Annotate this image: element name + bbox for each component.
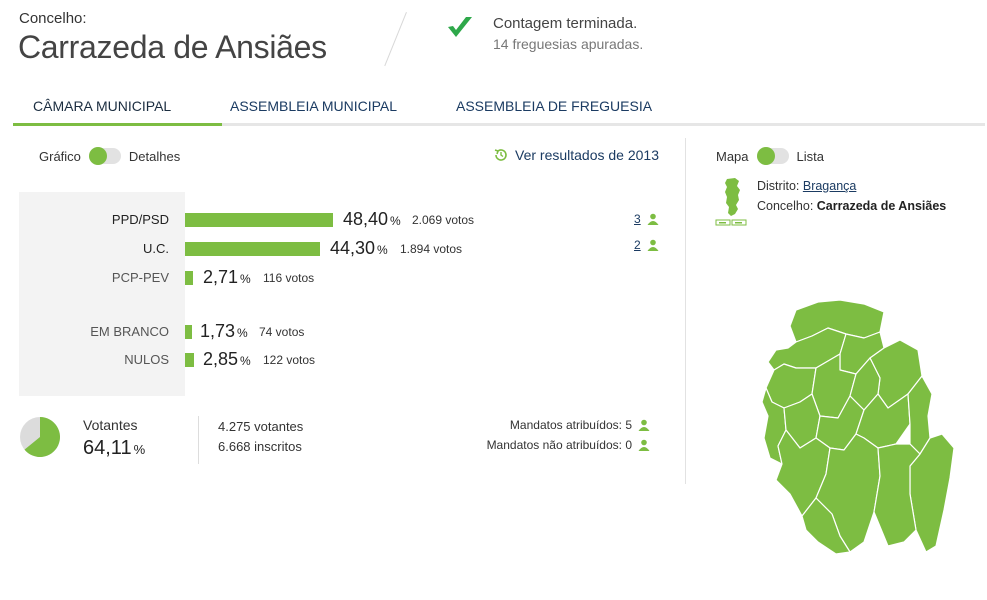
result-bar	[185, 353, 194, 367]
result-percent: 44,30%	[330, 238, 388, 258]
parishes-counted: 14 freguesias apuradas.	[493, 36, 644, 52]
toggle-label-lista: Lista	[796, 148, 824, 164]
seats-assigned: Mandatos atribuídos: 5	[510, 418, 650, 432]
district-line: Distrito: Bragança	[757, 179, 856, 193]
result-percent: 1,73%	[200, 321, 248, 341]
result-bar	[185, 325, 192, 339]
toggle-label-grafico: Gráfico	[39, 148, 81, 164]
turnout-percent: 64,11%	[83, 437, 146, 459]
previous-results-label: Ver resultados de 2013	[515, 147, 659, 163]
person-icon	[638, 419, 650, 431]
count-status: Contagem terminada.	[493, 15, 638, 32]
portugal-map-icon[interactable]	[715, 177, 747, 229]
party-name: PPD/PSD	[111, 212, 169, 227]
side-panel-divider	[685, 138, 686, 484]
municipality-map	[761, 299, 955, 555]
history-icon	[494, 149, 507, 161]
registered-count: 6.668 inscritos	[218, 439, 302, 454]
checkmark-icon	[448, 17, 472, 37]
seats-won[interactable]: 2	[634, 238, 659, 252]
map-list-toggle-row: Mapa Lista	[716, 147, 824, 165]
active-tab-indicator	[13, 123, 222, 126]
tab-camara-municipal[interactable]: CÂMARA MUNICIPAL	[33, 98, 172, 114]
result-votes: 2.069 votos	[412, 213, 475, 227]
map-list-toggle[interactable]	[756, 147, 789, 165]
header-divider	[384, 12, 407, 67]
tab-assembleia-freguesia[interactable]: ASSEMBLEIA DE FREGUESIA	[456, 98, 653, 114]
municipality-line: Concelho: Carrazeda de Ansiães	[757, 199, 946, 213]
chart-details-toggle-row: Gráfico Detalhes	[39, 147, 181, 165]
result-votes: 1.894 votos	[400, 242, 463, 256]
person-icon	[647, 239, 659, 251]
district-link[interactable]: Bragança	[802, 179, 857, 193]
toggle-label-mapa: Mapa	[716, 148, 749, 164]
chart-details-toggle[interactable]	[88, 147, 121, 165]
party-labels-panel	[19, 192, 185, 396]
municipality-name: Carrazeda de Ansiães	[816, 199, 947, 213]
seats-unassigned-label: Mandatos não atribuídos: 0	[486, 438, 632, 452]
toggle-label-detalhes: Detalhes	[128, 148, 181, 164]
result-votes: 74 votos	[259, 325, 305, 339]
seats-won[interactable]: 3	[634, 212, 659, 226]
party-name: PCP-PEV	[111, 270, 169, 285]
result-bar	[185, 213, 333, 227]
result-votes: 122 votos	[263, 353, 316, 367]
tab-assembleia-municipal[interactable]: ASSEMBLEIA MUNICIPAL	[230, 98, 398, 114]
person-icon	[638, 439, 650, 451]
turnout-slice	[24, 417, 60, 457]
toggle-knob	[88, 147, 107, 165]
result-bar	[185, 242, 321, 256]
election-tabs: CÂMARA MUNICIPAL ASSEMBLEIA MUNICIPAL AS…	[13, 92, 985, 126]
party-name: NULOS	[124, 352, 169, 367]
municipality-label-side: Concelho:	[757, 199, 814, 213]
voters-count: 4.275 votantes	[218, 419, 304, 434]
result-percent: 48,40%	[343, 209, 401, 229]
result-percent: 2,85%	[203, 349, 251, 369]
map-parish	[801, 497, 851, 555]
person-icon	[647, 213, 659, 225]
turnout-pie	[20, 417, 60, 457]
district-label: Distrito:	[757, 179, 800, 193]
party-name: U.C.	[143, 241, 169, 256]
seats-count-link[interactable]: 3	[634, 212, 641, 226]
result-votes: 116 votos	[263, 271, 315, 285]
map-parish	[873, 443, 921, 547]
result-bar	[185, 271, 194, 285]
seats-unassigned: Mandatos não atribuídos: 0	[487, 438, 650, 452]
turnout-divider	[198, 416, 199, 464]
result-percent: 2,71%	[203, 267, 251, 287]
seats-assigned-label: Mandatos atribuídos: 5	[509, 418, 632, 432]
seats-count-link[interactable]: 2	[634, 238, 641, 252]
toggle-knob	[756, 147, 775, 165]
party-name: EM BRANCO	[90, 324, 169, 339]
previous-results-link[interactable]: Ver resultados de 2013	[493, 147, 659, 163]
municipality-label: Concelho:	[19, 10, 87, 27]
page-title: Carrazeda de Ansiães	[18, 29, 327, 65]
turnout-label: Votantes	[83, 417, 138, 433]
